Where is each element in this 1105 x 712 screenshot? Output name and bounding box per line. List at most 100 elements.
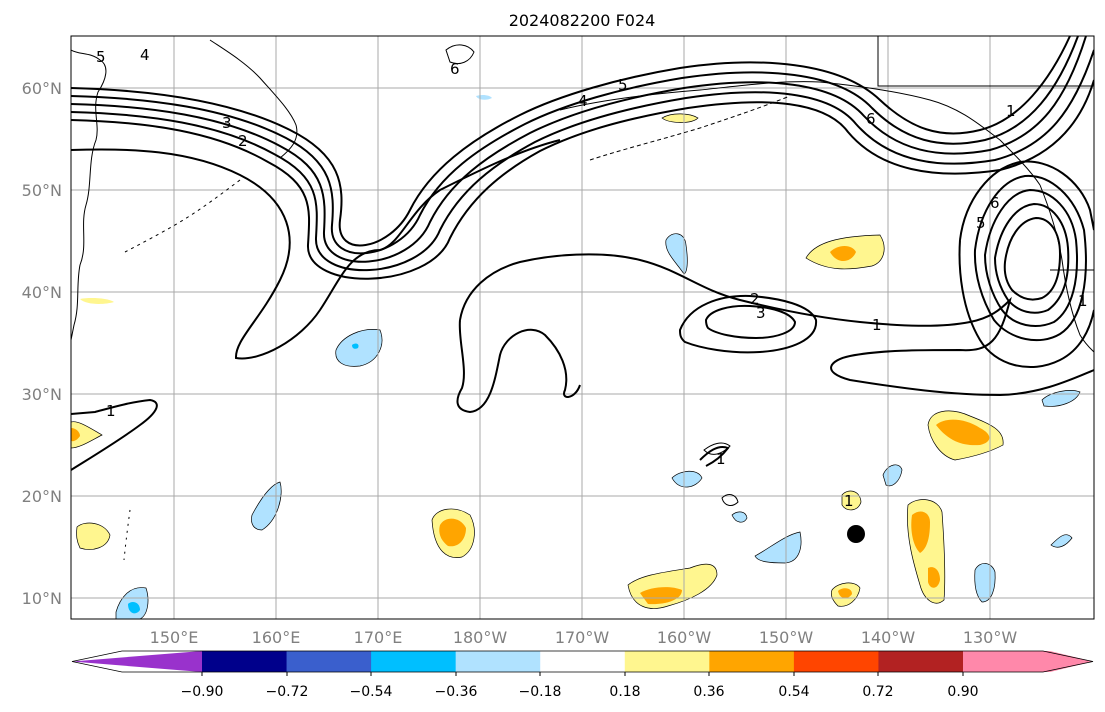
colorbar-segment bbox=[455, 651, 541, 672]
contour-label: 3 bbox=[756, 304, 766, 322]
colorbar-segment bbox=[793, 651, 879, 672]
colorbar-tick-label: 0.54 bbox=[778, 684, 809, 700]
contour-label: 1 bbox=[1078, 292, 1088, 310]
contour-label: 6 bbox=[450, 60, 460, 78]
contour-label: 2 bbox=[238, 132, 248, 150]
colorbar: −0.90 −0.72 −0.54 −0.36 −0.18 0.18 0.36 0.54 0.7… bbox=[71, 650, 1094, 700]
longitude-tick-label: 160°E bbox=[252, 628, 301, 647]
anomaly-blob bbox=[251, 481, 282, 531]
contour-line bbox=[71, 139, 561, 360]
colorbar-tick-label: −0.72 bbox=[266, 684, 309, 700]
longitude-labels: 150°E 160°E 170°E 180°W 170°W 160°W 150°W 140°W… bbox=[150, 628, 1018, 647]
latitude-labels: 60°N 50°N 40°N 30°N 20°N 10°N bbox=[22, 79, 62, 608]
longitude-tick-label: 150°W bbox=[759, 628, 814, 647]
anomaly-blob bbox=[71, 421, 103, 449]
anomaly-blob bbox=[838, 588, 852, 599]
contour-line bbox=[699, 446, 730, 467]
longitude-tick-label: 140°W bbox=[861, 628, 916, 647]
contour-label: 1 bbox=[716, 450, 726, 468]
colorbar-outline bbox=[71, 650, 1094, 673]
contour-line bbox=[456, 319, 581, 414]
colorbar-segment bbox=[878, 651, 964, 672]
colorbar-tick-label: 0.18 bbox=[609, 684, 640, 700]
contour-labels: 5 4 3 2 6 4 5 6 1 6 5 2 3 1 1 1 1 1 bbox=[96, 46, 1088, 510]
contour-line bbox=[973, 174, 1087, 342]
lat-lon-grid bbox=[71, 36, 1094, 619]
anomaly-blob bbox=[661, 113, 699, 123]
positive-anomaly-regions bbox=[71, 113, 1004, 609]
anomaly-blob bbox=[671, 470, 703, 488]
map-panel: 5 4 3 2 6 4 5 6 1 6 5 2 3 1 1 1 1 1 bbox=[70, 35, 1095, 620]
latitude-tick-label: 30°N bbox=[22, 385, 62, 404]
contour-label: 3 bbox=[222, 114, 232, 132]
colorbar-segment bbox=[286, 651, 372, 672]
map-frame bbox=[70, 35, 1095, 620]
anomaly-blob bbox=[335, 329, 383, 367]
longitude-tick-label: 160°W bbox=[657, 628, 712, 647]
anomaly-blob bbox=[1050, 534, 1073, 548]
coastline-asia bbox=[71, 49, 107, 341]
colorbar-tick-label: 0.36 bbox=[693, 684, 724, 700]
coastline-northwest-america bbox=[1039, 184, 1094, 353]
latitude-tick-label: 50°N bbox=[22, 181, 62, 200]
anomaly-blob bbox=[439, 518, 466, 547]
contour-label: 1 bbox=[872, 316, 882, 334]
contour-line bbox=[704, 304, 797, 340]
colorbar-segment bbox=[540, 651, 626, 672]
anomaly-blob bbox=[936, 419, 990, 446]
contour-line bbox=[959, 160, 1094, 241]
anomaly-blob bbox=[352, 343, 359, 349]
colorbar-segment bbox=[709, 651, 795, 672]
contour-line bbox=[71, 398, 158, 471]
longitude-tick-label: 180°W bbox=[453, 628, 508, 647]
contour-label: 5 bbox=[976, 214, 986, 232]
colorbar-segment bbox=[202, 651, 288, 672]
colorbar-tick-label: −0.36 bbox=[435, 684, 478, 700]
longitude-tick-label: 150°E bbox=[150, 628, 199, 647]
anomaly-blob bbox=[640, 587, 682, 605]
contour-label: 4 bbox=[578, 92, 588, 110]
coastline-sakhalin bbox=[445, 44, 475, 65]
contour-line bbox=[958, 239, 1094, 369]
latitude-tick-label: 20°N bbox=[22, 487, 62, 506]
anomaly-blob bbox=[665, 233, 688, 275]
contour-line bbox=[71, 36, 1071, 247]
anomaly-blob bbox=[71, 428, 80, 442]
coastline-hawaii bbox=[703, 442, 731, 455]
contour-line bbox=[71, 49, 1094, 272]
colorbar-tick-label: 0.90 bbox=[947, 684, 978, 700]
contour-line bbox=[993, 202, 1070, 314]
contour-line bbox=[983, 188, 1078, 327]
contour-line bbox=[71, 79, 1094, 280]
coastline-canada-border bbox=[877, 36, 1094, 87]
colorbar-segment bbox=[371, 651, 457, 672]
colorbar-tick-label: 0.72 bbox=[862, 684, 893, 700]
contour-label: 1 bbox=[844, 492, 854, 510]
contour-label: 5 bbox=[96, 48, 106, 66]
contour-line bbox=[678, 294, 818, 354]
anomaly-blob bbox=[76, 522, 111, 550]
anomaly-blob bbox=[754, 531, 802, 564]
anomaly-blob bbox=[128, 602, 140, 614]
longitude-tick-label: 170°W bbox=[555, 628, 610, 647]
coastlines bbox=[71, 36, 1094, 561]
colorbar-segment-lower-extension bbox=[72, 651, 202, 672]
longitude-tick-label: 130°W bbox=[963, 628, 1018, 647]
colorbar-segment bbox=[624, 651, 710, 672]
location-marker bbox=[847, 525, 865, 543]
contour-line bbox=[1003, 216, 1062, 301]
map-title: 2024082200 F024 bbox=[509, 11, 656, 30]
coastline-alaska bbox=[559, 81, 1041, 186]
anomaly-blob bbox=[80, 298, 114, 304]
coastline-aleutians bbox=[589, 95, 791, 161]
contour-label: 2 bbox=[750, 290, 760, 308]
colorbar-tick-label: −0.54 bbox=[350, 684, 393, 700]
anomaly-blob bbox=[911, 511, 930, 553]
contour-label: 1 bbox=[1006, 102, 1016, 120]
colorbar-segment-upper-extension bbox=[963, 651, 1093, 672]
contour-label: 6 bbox=[866, 110, 876, 128]
contour-label: 1 bbox=[106, 402, 116, 420]
coastline-kamchatka bbox=[209, 39, 298, 159]
longitude-tick-label: 170°E bbox=[354, 628, 403, 647]
